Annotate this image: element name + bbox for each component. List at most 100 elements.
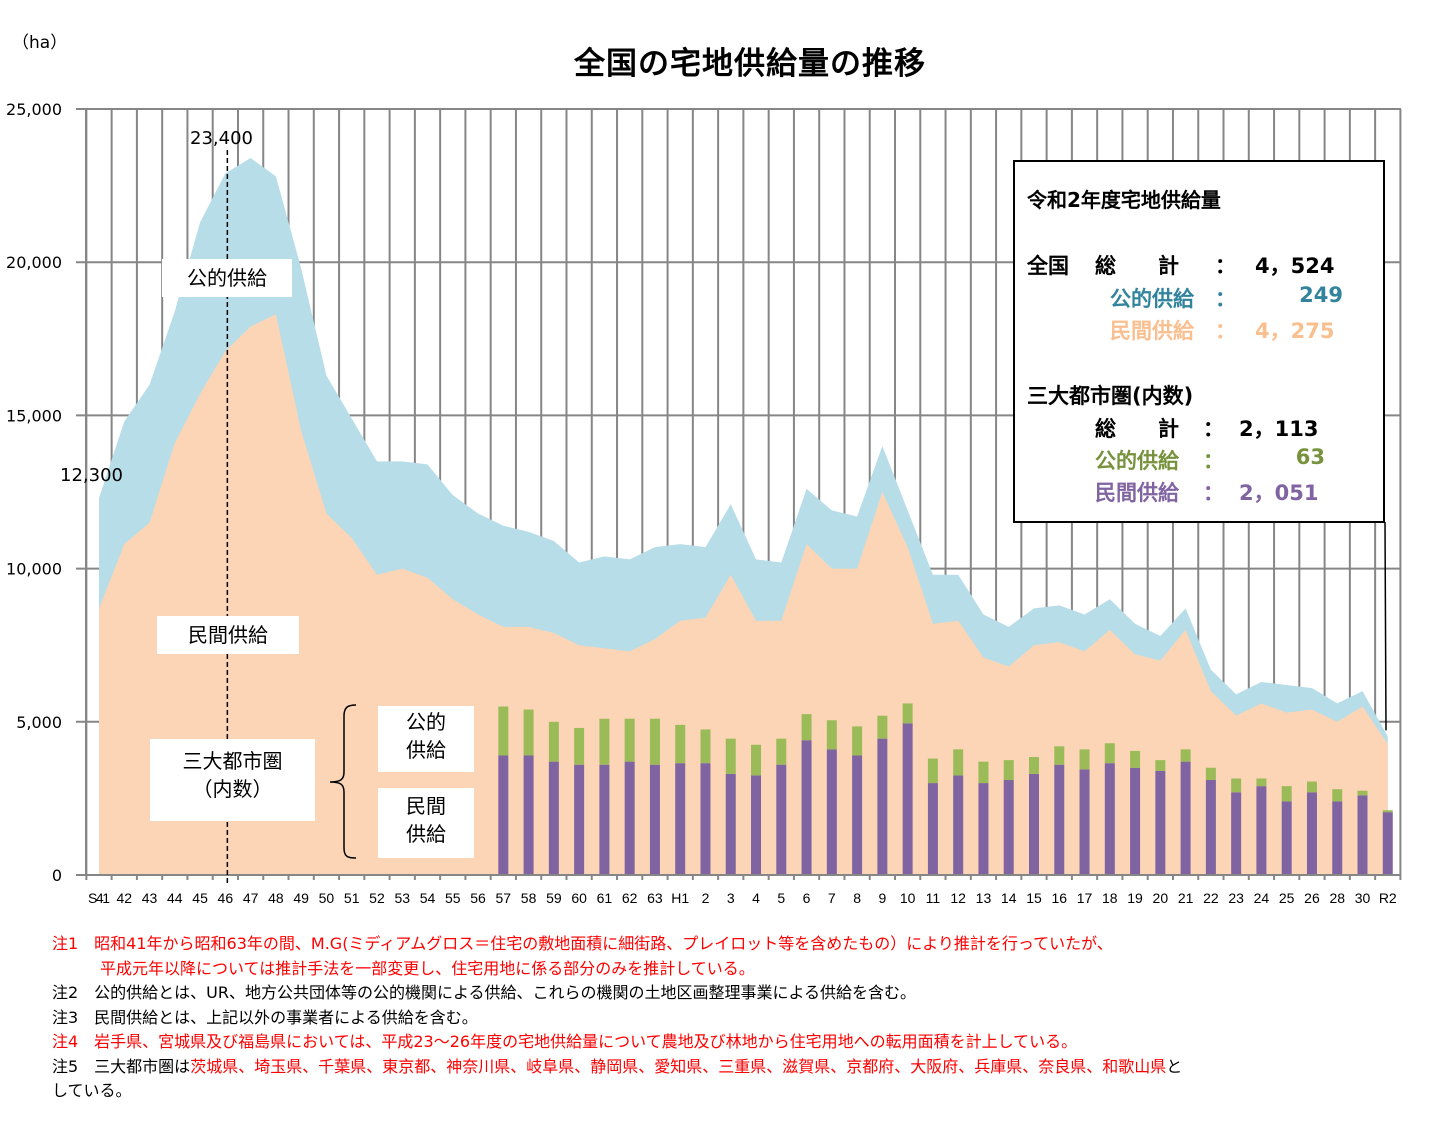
chart-title: 全国の宅地供給量の推移	[574, 46, 926, 82]
x-tick-label: 56	[470, 890, 486, 906]
metro-private-bar	[498, 755, 509, 875]
metro-public-bar	[776, 738, 787, 765]
callout-bar-public-line2: 供給	[406, 738, 446, 762]
x-tick-label: 3	[727, 890, 735, 906]
metro-private-bar	[599, 764, 610, 875]
national-public-colon: ：	[1215, 287, 1236, 311]
callout-bar-private-line2: 供給	[406, 822, 446, 846]
metro-public-label: 公的供給	[1095, 449, 1179, 473]
national-public-value: 249	[1299, 283, 1343, 307]
metro-public-bar	[1256, 778, 1267, 787]
metro-public-bar	[1306, 781, 1317, 793]
x-tick-label: 46	[218, 890, 234, 906]
metro-private-bar	[953, 775, 964, 875]
x-tick-label: 28	[1329, 890, 1345, 906]
metro-public-colon: ：	[1203, 449, 1224, 473]
footnote-line: 注3 民間供給とは、上記以外の事業者による供給を含む。	[52, 1006, 1432, 1031]
x-tick-label: 57	[496, 890, 512, 906]
metro-private-bar	[852, 755, 863, 875]
x-tick-label: 7	[828, 890, 836, 906]
footnote-text: 注5 三大都市圏は	[52, 1056, 191, 1076]
footnote-line: 注4 岩手県、宮城県及び福島県においては、平成23～26年度の宅地供給量について…	[52, 1030, 1432, 1055]
x-tick-label: 15	[1026, 890, 1042, 906]
metro-public-bar	[852, 726, 863, 756]
x-tick-label: 4	[752, 890, 760, 906]
metro-public-bar	[1155, 760, 1166, 771]
metro-private-bar	[725, 773, 736, 875]
metro-public-bar	[1332, 789, 1343, 802]
footnote-line: している。	[52, 1079, 1432, 1104]
metro-private-bar	[1155, 770, 1166, 875]
metro-private-bar	[1028, 773, 1039, 875]
callout-bar-private-line1: 民間	[406, 794, 446, 818]
metro-public-bar	[700, 729, 711, 764]
metro-private-bar	[624, 761, 635, 875]
fy2020-summary-box: 令和2年度宅地供給量 全国 総 計 ： 4，524 公的供給 ： 249 民間供…	[1013, 160, 1385, 523]
x-tick-label: 53	[394, 890, 410, 906]
x-tick-label: 6	[803, 890, 811, 906]
callout-private-label: 民間供給	[188, 623, 268, 647]
metro-private-bar	[927, 783, 938, 875]
x-tick-label: 9	[878, 890, 886, 906]
x-tick-label: 60	[571, 890, 587, 906]
x-tick-label: 62	[622, 890, 638, 906]
x-tick-label: 30	[1355, 890, 1371, 906]
metro-public-bar	[675, 724, 686, 764]
metro-private-bar	[675, 763, 686, 875]
footnote-text: 注4 岩手県、宮城県及び福島県においては、平成23～26年度の宅地供給量について…	[52, 1032, 1078, 1051]
x-tick-label: 16	[1051, 890, 1067, 906]
callout-bar-public-line1: 公的	[406, 710, 446, 734]
metro-public-bar	[978, 761, 989, 784]
metro-public-bar	[498, 706, 509, 756]
metro-private-bar	[1357, 795, 1368, 875]
metro-public-bar	[725, 738, 736, 774]
x-tick-label: 59	[546, 890, 562, 906]
footnote-text: と	[1166, 1056, 1183, 1076]
metro-private-bar	[1332, 801, 1343, 875]
y-tick-label: 25,000	[6, 100, 62, 119]
x-tick-label: 25	[1279, 890, 1295, 906]
metro-private-bar	[1281, 801, 1292, 875]
metro-private-bar	[548, 761, 559, 875]
national-total-colon: ：	[1215, 254, 1236, 278]
metro-private-bar	[1054, 764, 1065, 875]
footnote-line: 注5 三大都市圏は茨城県、埼玉県、千葉県、東京都、神奈川県、岐阜県、静岡県、愛知…	[52, 1055, 1432, 1080]
footnote-text: 注2 公的供給とは、UR、地方公共団体等の公的機関による供給、これらの機関の土地…	[52, 983, 917, 1002]
callout-public-label: 公的供給	[187, 266, 267, 290]
national-label: 全国	[1027, 254, 1069, 278]
metro-private-bar	[523, 755, 534, 875]
x-tick-label: 2	[702, 890, 710, 906]
metro-private-bar	[978, 783, 989, 875]
metro-private-bar	[1130, 767, 1141, 875]
bar-layer	[498, 703, 1393, 875]
metro-total-label: 総 計	[1095, 417, 1179, 441]
footnote-text: している。	[52, 1081, 132, 1100]
national-total-label: 総 計	[1095, 254, 1179, 278]
x-tick-label: 61	[597, 890, 613, 906]
metro-private-bar	[1079, 769, 1090, 875]
metro-public-bar	[1130, 750, 1141, 768]
footnote-text: 注3 民間供給とは、上記以外の事業者による供給を含む。	[52, 1007, 478, 1027]
y-tick-label: 15,000	[6, 406, 62, 425]
national-public-label: 公的供給	[1110, 287, 1194, 311]
metro-private-colon: ：	[1203, 481, 1224, 505]
start-annotation: 12,300	[60, 465, 123, 486]
metro-brace	[329, 704, 357, 859]
summary-leader-line	[1384, 521, 1387, 731]
national-private-colon: ：	[1215, 319, 1236, 343]
metro-heading: 三大都市圏(内数)	[1027, 384, 1194, 408]
y-tick-label: 20,000	[6, 253, 62, 272]
metro-private-bar	[1205, 780, 1216, 875]
metro-private-label: 民間供給	[1095, 481, 1179, 505]
callout-bar-public: 公的 供給	[378, 706, 474, 772]
x-tick-label: 21	[1178, 890, 1194, 906]
x-tick-label: 44	[167, 890, 183, 906]
metro-private-bar	[1382, 812, 1393, 875]
x-tick-label: 26	[1304, 890, 1320, 906]
x-tick-label: 10	[900, 890, 916, 906]
metro-public-bar	[1003, 760, 1014, 781]
footnote-text: 茨城県、埼玉県、千葉県、東京都、神奈川県、岐阜県、静岡県、愛知県、三重県、滋賀県…	[190, 1056, 1167, 1076]
x-tick-label: S41	[88, 890, 110, 906]
metro-private-bar	[649, 764, 660, 875]
metro-total-value: 2，113	[1239, 417, 1319, 441]
